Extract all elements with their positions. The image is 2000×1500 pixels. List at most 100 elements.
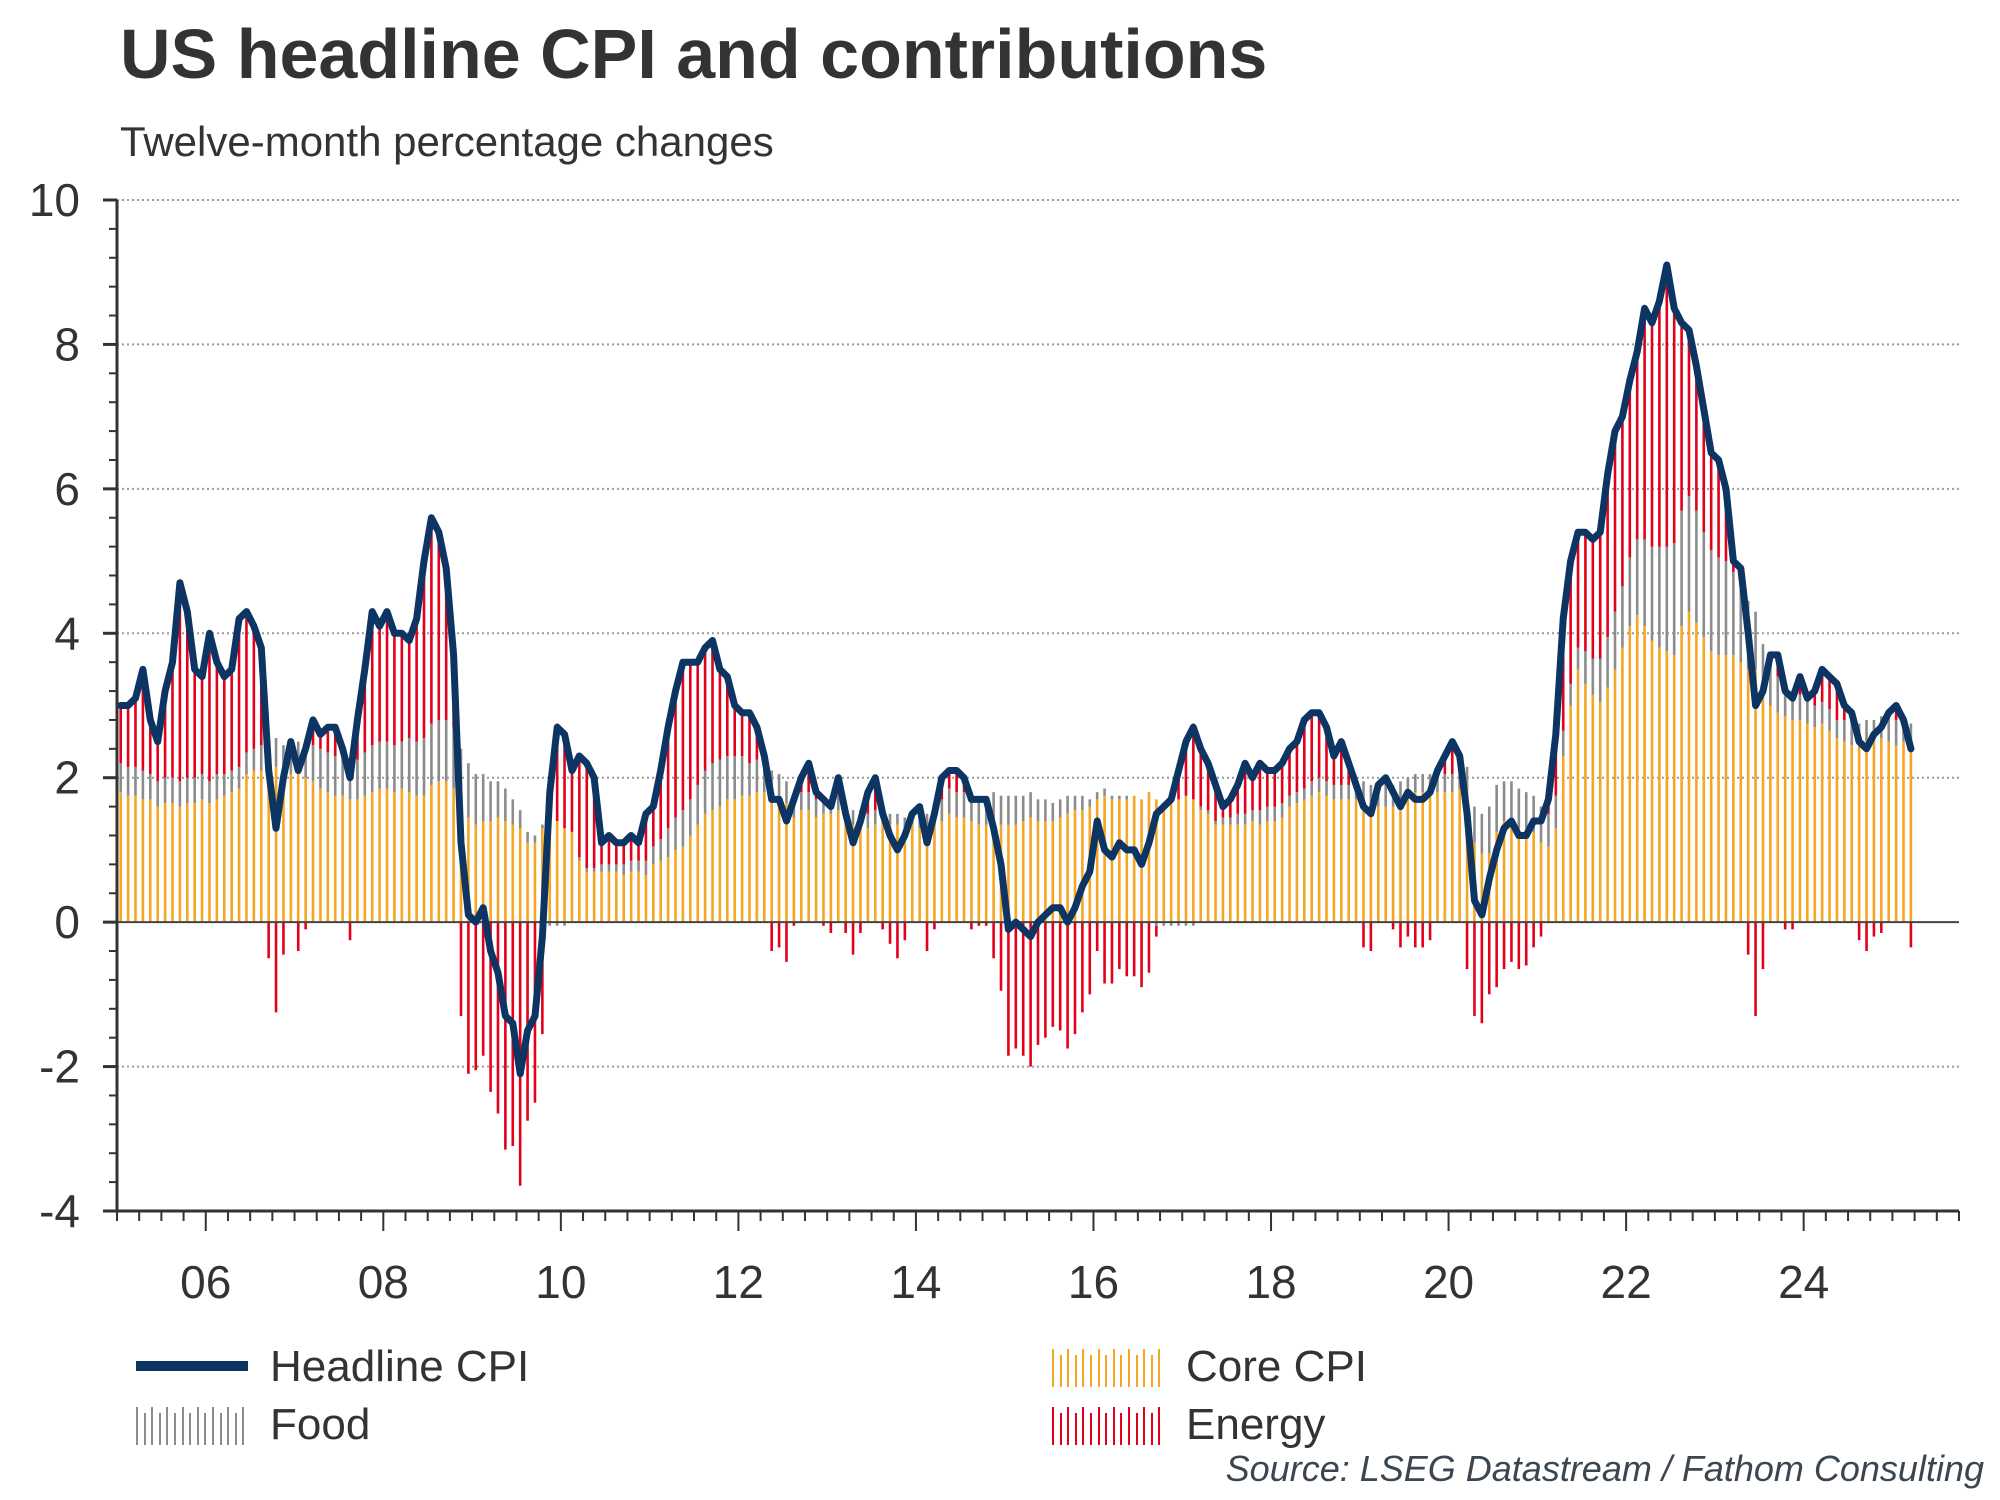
- bar-energy: [896, 922, 899, 959]
- bar-food: [393, 745, 396, 793]
- bar-food: [548, 922, 552, 926]
- bar-food: [925, 813, 929, 829]
- bar-energy: [1007, 922, 1010, 1056]
- bar-energy: [378, 626, 381, 742]
- x-tick-label: 16: [1068, 1256, 1119, 1308]
- bar-food: [1495, 784, 1498, 832]
- bar-core: [563, 828, 566, 923]
- bar-energy: [1295, 741, 1299, 793]
- bar-food: [319, 748, 322, 789]
- bar-energy: [119, 705, 122, 764]
- bar-food: [1487, 806, 1491, 854]
- bar-food: [1369, 784, 1373, 803]
- bar-energy: [637, 842, 640, 861]
- bar-core: [1236, 824, 1240, 923]
- x-tick-label: 20: [1423, 1256, 1474, 1308]
- legend-swatch-bar: [1097, 1407, 1100, 1445]
- bar-food: [888, 813, 892, 825]
- legend-swatch-bar: [1067, 1407, 1070, 1445]
- bar-energy: [1680, 322, 1683, 511]
- bar-food: [563, 922, 566, 926]
- bar-energy: [1606, 474, 1609, 637]
- bar-energy: [999, 922, 1003, 991]
- bar-food: [1621, 586, 1624, 648]
- bars-group: [119, 264, 1913, 1186]
- bar-energy: [1480, 922, 1484, 1024]
- bar-core: [474, 824, 478, 923]
- bar-core: [1051, 821, 1055, 923]
- bar-core: [1251, 821, 1254, 923]
- bar-core: [1606, 687, 1609, 923]
- bar-energy: [245, 611, 248, 753]
- legend-swatch-bar: [1120, 1413, 1123, 1445]
- bar-food: [1850, 723, 1854, 746]
- bar-food: [1650, 546, 1654, 641]
- legend-swatch-bar: [174, 1413, 176, 1445]
- bar-food: [1480, 813, 1484, 854]
- bar-food: [363, 752, 367, 796]
- legend-swatch-bar: [1059, 1413, 1062, 1445]
- bar-core: [533, 842, 537, 923]
- bar-food: [437, 719, 441, 782]
- bar-food: [333, 756, 337, 796]
- bar-food: [1192, 922, 1195, 926]
- bar-food: [245, 752, 248, 775]
- bar-food: [1443, 774, 1447, 793]
- bar-energy: [222, 676, 226, 775]
- bar-core: [799, 810, 803, 923]
- bar-food: [1665, 546, 1669, 652]
- bar-energy: [1717, 459, 1720, 558]
- bar-energy: [237, 618, 241, 767]
- bar-food: [1214, 821, 1217, 825]
- legend-swatch-bar: [1052, 1407, 1054, 1445]
- bar-core: [1021, 821, 1025, 923]
- bar-core: [1857, 745, 1861, 923]
- bar-core: [1376, 806, 1380, 923]
- bar-core: [1621, 647, 1624, 923]
- bar-energy: [1450, 741, 1454, 775]
- bar-energy: [230, 669, 233, 771]
- bar-energy: [592, 777, 596, 868]
- bar-food: [1732, 571, 1735, 655]
- legend-swatch-bar: [1097, 1349, 1100, 1387]
- bar-energy: [629, 835, 633, 861]
- bar-energy: [1576, 532, 1580, 648]
- bar-core: [1539, 842, 1543, 923]
- legend-swatch-bar: [1059, 1355, 1062, 1387]
- bar-energy: [1021, 922, 1025, 1056]
- legend-swatch-bar: [1082, 1349, 1085, 1387]
- bar-core: [400, 788, 404, 923]
- bar-food: [947, 788, 951, 814]
- bar-core: [200, 799, 204, 923]
- bar-food: [1894, 719, 1898, 746]
- bar-energy: [1273, 770, 1277, 807]
- bar-core: [859, 824, 862, 923]
- legend-swatch-bar: [219, 1413, 222, 1445]
- bar-core: [222, 795, 226, 923]
- bar-core: [1709, 651, 1713, 923]
- legend-swatch-bar: [1112, 1407, 1115, 1445]
- bar-core: [215, 799, 219, 923]
- bar-core: [467, 817, 470, 923]
- bar-energy: [1665, 264, 1669, 547]
- legend-swatch-bar: [196, 1407, 199, 1445]
- bar-food: [674, 817, 677, 850]
- bar-food: [696, 784, 700, 825]
- bar-core: [1110, 799, 1114, 923]
- legend-swatch-bar: [158, 1413, 161, 1445]
- bar-energy: [333, 727, 337, 757]
- bar-core: [962, 817, 966, 923]
- bar-food: [1399, 781, 1402, 803]
- bar-food: [1865, 719, 1868, 742]
- bar-core: [1502, 821, 1506, 923]
- bar-core: [918, 828, 921, 923]
- bar-core: [148, 799, 152, 923]
- bar-energy: [1340, 741, 1343, 785]
- bar-energy: [674, 691, 677, 818]
- bar-energy: [947, 770, 951, 789]
- bar-energy: [437, 532, 441, 720]
- bar-energy: [422, 561, 426, 738]
- y-tick-label: 8: [54, 318, 80, 370]
- legend-item-core: Core CPI: [1052, 1342, 1367, 1392]
- bar-energy: [1532, 922, 1535, 948]
